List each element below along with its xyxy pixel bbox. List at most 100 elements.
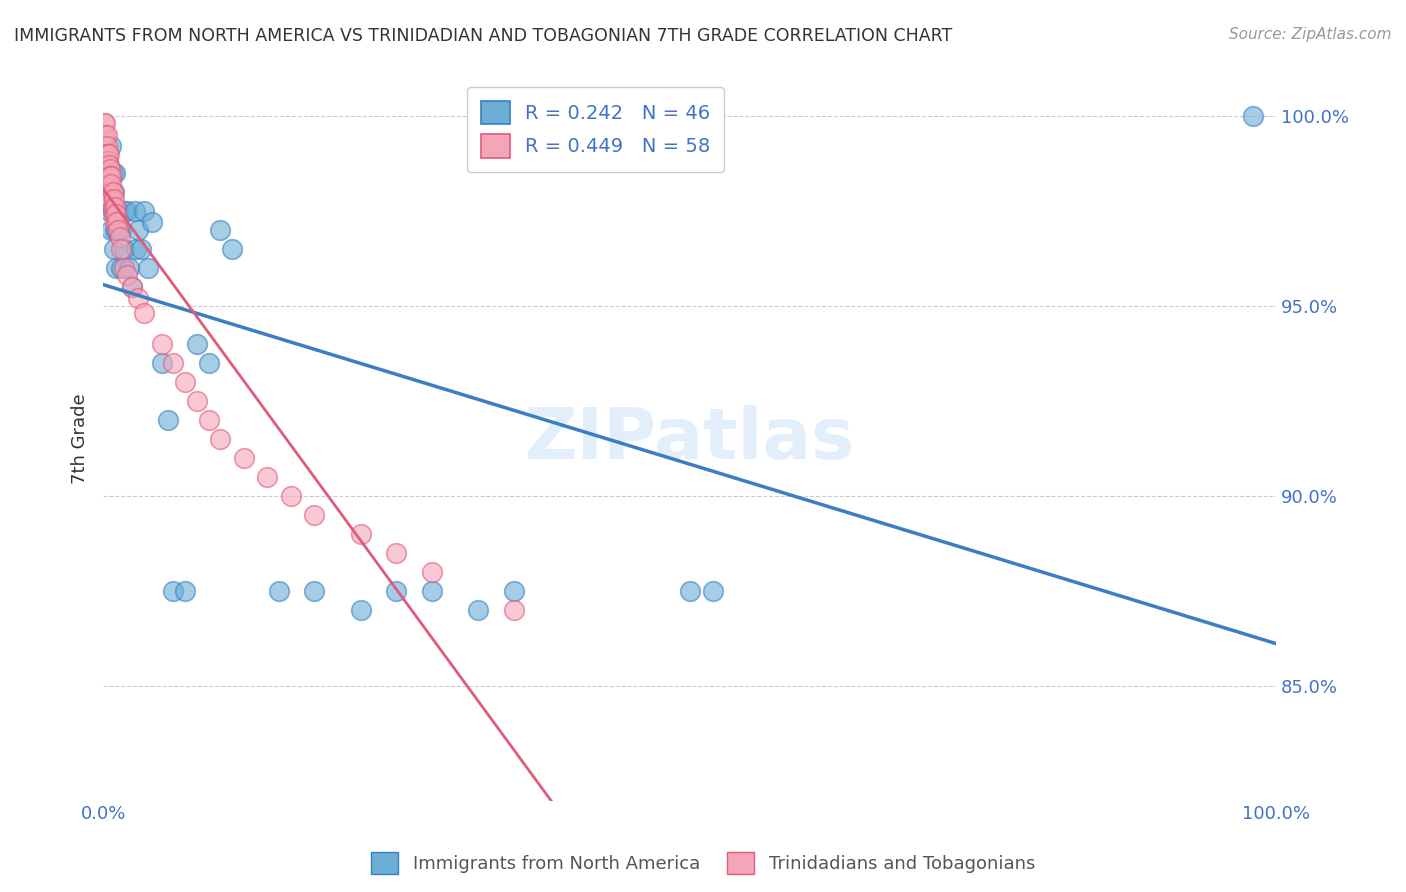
Text: ZIPatlas: ZIPatlas [524, 405, 855, 474]
Point [103, 242, 125, 256]
Point [502, 584, 524, 599]
Point [112, 242, 135, 256]
Point [702, 584, 724, 599]
Point [104, 200, 127, 214]
Point [100, 222, 122, 236]
Point [256, 470, 278, 484]
Point [267, 584, 290, 599]
Point [1241, 108, 1264, 122]
Point [150, 337, 173, 351]
Point [280, 489, 302, 503]
Point [98, 169, 121, 184]
Point [110, 222, 132, 236]
Point [162, 356, 184, 370]
Point [94, 146, 117, 161]
Point [98, 203, 121, 218]
Point [110, 260, 132, 275]
Point [124, 203, 146, 218]
Point [98, 169, 121, 184]
Point [129, 242, 152, 256]
Point [127, 291, 149, 305]
Point [101, 200, 124, 214]
Point [97, 154, 120, 169]
Point [141, 215, 163, 229]
Point [118, 260, 141, 275]
Point [107, 222, 129, 236]
Point [197, 413, 219, 427]
Point [108, 230, 131, 244]
Point [98, 185, 121, 199]
Point [232, 451, 254, 466]
Point [96, 165, 118, 179]
Point [101, 165, 124, 179]
Point [112, 260, 135, 275]
Point [96, 139, 118, 153]
Point [209, 222, 232, 236]
Point [105, 215, 128, 229]
Point [97, 177, 120, 191]
Point [97, 165, 120, 179]
Point [94, 128, 117, 142]
Point [115, 268, 138, 283]
Point [103, 192, 125, 206]
Point [104, 165, 127, 179]
Point [385, 546, 408, 560]
Point [221, 242, 243, 256]
Point [96, 177, 118, 191]
Point [100, 139, 122, 153]
Point [162, 584, 184, 599]
Point [100, 169, 122, 184]
Point [127, 222, 149, 236]
Point [104, 222, 127, 236]
Point [93, 128, 115, 142]
Point [100, 177, 122, 191]
Point [94, 154, 117, 169]
Point [186, 394, 208, 409]
Point [350, 527, 373, 541]
Point [97, 146, 120, 161]
Point [112, 203, 135, 218]
Point [98, 146, 121, 161]
Point [174, 584, 197, 599]
Point [96, 154, 118, 169]
Point [104, 215, 127, 229]
Point [420, 566, 443, 580]
Point [420, 584, 443, 599]
Y-axis label: 7th Grade: 7th Grade [72, 393, 89, 484]
Point [103, 185, 125, 199]
Point [105, 222, 128, 236]
Point [467, 603, 489, 617]
Point [101, 203, 124, 218]
Point [134, 306, 156, 320]
Point [98, 165, 121, 179]
Text: Source: ZipAtlas.com: Source: ZipAtlas.com [1229, 27, 1392, 42]
Point [107, 203, 129, 218]
Point [105, 260, 128, 275]
Point [125, 242, 148, 256]
Point [115, 203, 138, 218]
Point [98, 158, 121, 172]
Point [150, 356, 173, 370]
Legend: Immigrants from North America, Trinidadians and Tobagonians: Immigrants from North America, Trinidadi… [363, 843, 1043, 883]
Point [100, 192, 122, 206]
Point [302, 584, 325, 599]
Point [678, 584, 700, 599]
Point [156, 413, 179, 427]
Point [98, 161, 121, 176]
Point [93, 116, 115, 130]
Legend: R = 0.242   N = 46, R = 0.449   N = 58: R = 0.242 N = 46, R = 0.449 N = 58 [467, 87, 724, 171]
Point [385, 584, 408, 599]
Point [96, 146, 118, 161]
Point [101, 185, 124, 199]
Point [103, 207, 125, 221]
Point [105, 207, 128, 221]
Point [136, 260, 159, 275]
Point [94, 165, 117, 179]
Point [350, 603, 373, 617]
Point [302, 508, 325, 523]
Point [502, 603, 524, 617]
Point [121, 280, 143, 294]
Point [209, 432, 232, 446]
Point [96, 128, 118, 142]
Point [134, 203, 156, 218]
